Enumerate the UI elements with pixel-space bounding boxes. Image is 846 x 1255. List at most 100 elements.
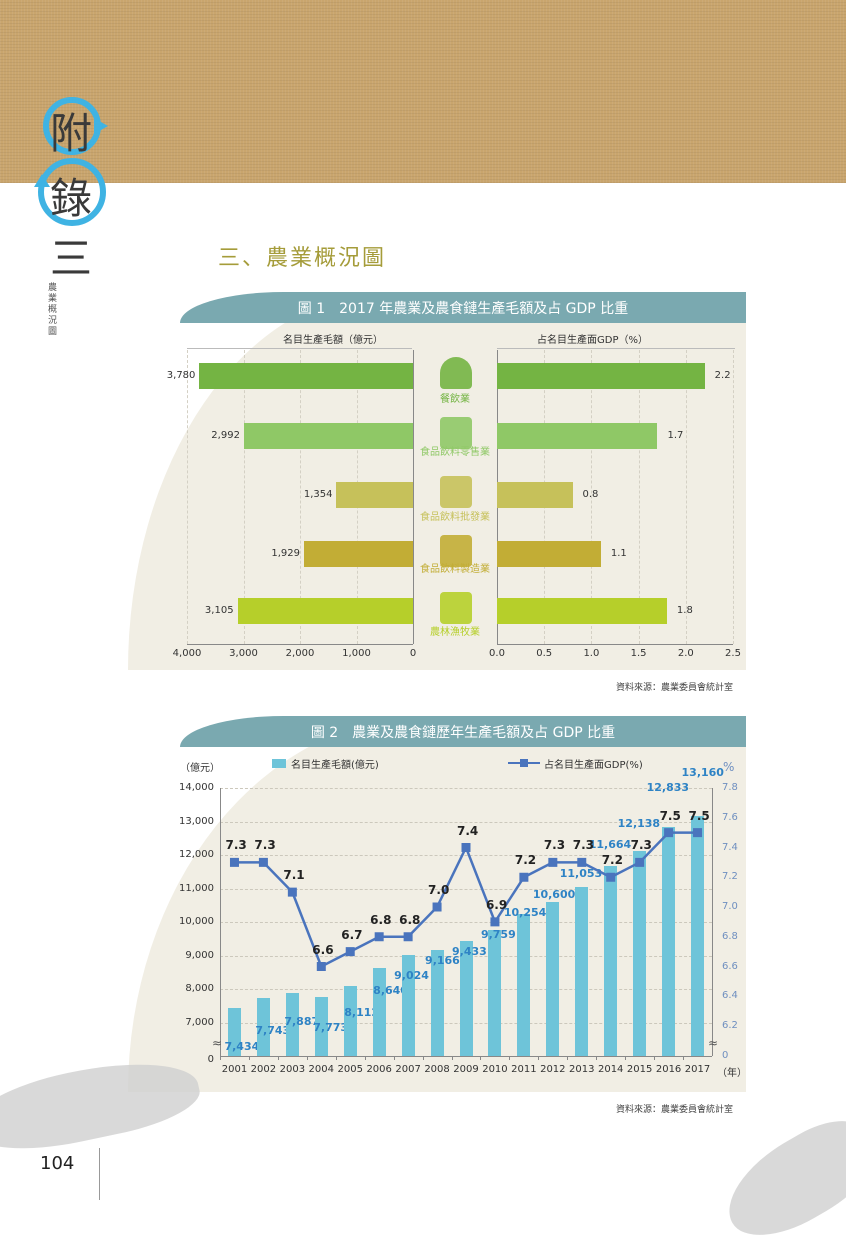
x-tick-year: 2009	[453, 1064, 479, 1075]
grid-line	[733, 350, 734, 644]
axis-break-mark-left: ≈	[212, 1036, 223, 1050]
gdp-share-bar	[497, 482, 573, 508]
right-x-tick: 2.5	[725, 648, 741, 659]
gross-output-value: 10,254	[503, 905, 547, 919]
x-tick-mark	[364, 1056, 366, 1060]
gdp-share-bar	[497, 423, 658, 449]
x-tick-mark	[625, 1056, 627, 1060]
x-tick-year: 2016	[655, 1064, 682, 1075]
left-y-tick: 11,000	[179, 882, 214, 894]
legend-line-label: 占名目生產面GDP(%)	[544, 760, 643, 771]
x-tick-year: 2012	[540, 1064, 566, 1075]
gross-output-value: 8,640	[373, 983, 408, 997]
figure2-title-bar: 圖 2 農業及農食鏈歷年生產毛額及占 GDP 比重	[180, 716, 746, 747]
grid-line	[220, 922, 712, 924]
right-x-tick: 0.5	[536, 648, 553, 659]
left-zero-axis	[413, 350, 414, 644]
gross-output-value: 10,600	[532, 888, 576, 902]
left-y-tick: 0	[207, 1054, 214, 1065]
gross-output-value: 9,759	[480, 928, 516, 942]
gross-output-value: 2,992	[211, 430, 240, 441]
figure1-right-axis-title: 占名目生產面GDP（%）	[537, 335, 648, 346]
x-tick-mark	[509, 1056, 511, 1060]
gdp-share-marker	[316, 962, 326, 971]
x-tick-year: 2005	[337, 1064, 363, 1075]
gross-output-bar	[401, 955, 415, 1056]
x-tick-mark	[451, 1056, 453, 1060]
x-tick-mark	[220, 1056, 221, 1060]
gdp-share-marker	[432, 902, 442, 912]
gdp-share-value: 7.3	[572, 838, 595, 853]
right-y-tick: 6.2	[722, 1020, 738, 1031]
figure1-title-bar: 圖 1 2017 年農業及農食鏈生產毛額及占 GDP 比重	[180, 292, 746, 323]
gdp-share-value: 6.6	[312, 942, 334, 957]
gross-output-bar	[243, 423, 413, 449]
left-y-tick: 8,000	[185, 983, 214, 995]
left-x-tick: 4,000	[172, 648, 202, 659]
x-tick-year: 2013	[569, 1064, 595, 1075]
grid-line	[220, 788, 712, 789]
gdp-share-marker	[664, 828, 674, 838]
page-number-rule	[99, 1148, 100, 1200]
left-y-tick: 14,000	[179, 782, 214, 793]
left-x-tick: 2,000	[285, 648, 315, 659]
gdp-share-value: 1.1	[610, 548, 627, 559]
gdp-share-value: 7.3	[630, 838, 652, 853]
grid-line	[243, 350, 245, 644]
factory-icon	[440, 535, 472, 567]
left-x-tick: 0	[409, 648, 417, 659]
right-x-tick: 2.0	[677, 648, 694, 659]
gross-output-bar	[372, 967, 386, 1056]
gross-output-value: 1,929	[271, 548, 300, 559]
gross-output-value: 1,354	[303, 489, 333, 500]
figure2-right-unit: %	[723, 760, 735, 774]
gross-output-value: 12,833	[646, 781, 690, 795]
right-x-tick: 1.5	[630, 648, 647, 659]
right-x-tick: 1.0	[583, 648, 600, 659]
gdp-share-marker	[229, 857, 239, 867]
gross-output-bar	[336, 482, 413, 508]
x-tick-year: 2007	[395, 1064, 421, 1075]
category-label: 食品飲料零售業	[420, 447, 490, 458]
right-y-tick: 7.2	[722, 871, 738, 883]
gross-output-value: 7,434	[224, 1040, 260, 1054]
gdp-share-value: 7.4	[457, 823, 479, 838]
x-tick-mark	[683, 1056, 685, 1060]
right-y-tick: 7.0	[722, 901, 738, 912]
right-y-tick: 6.8	[722, 930, 738, 942]
grid-line	[220, 888, 712, 890]
legend-line-swatch-icon	[508, 759, 540, 767]
right-y-tick: 7.4	[722, 841, 738, 853]
gross-output-bar	[633, 850, 647, 1056]
gdp-share-value: 6.9	[485, 897, 508, 912]
x-tick-year: 2008	[424, 1064, 450, 1075]
left-x-tick: 1,000	[342, 648, 371, 659]
section-title: 三、農業概況圖	[218, 246, 387, 271]
x-tick-year: 2002	[250, 1064, 277, 1075]
figure2-left-unit: （億元）	[180, 763, 220, 774]
figure1-source: 資料來源：農業委員會統計室	[616, 683, 734, 693]
storefront-icon	[440, 476, 472, 508]
gross-output-value: 7,887	[284, 1015, 320, 1029]
x-tick-mark	[596, 1056, 598, 1060]
right-y-tick: 0	[722, 1050, 729, 1061]
gross-output-value: 7,743	[255, 1024, 291, 1038]
gross-output-bar	[430, 950, 444, 1056]
grid-line	[220, 821, 712, 823]
grid-line	[187, 350, 188, 644]
gdp-share-line	[229, 828, 703, 971]
left-y-tick: 9,000	[185, 949, 214, 961]
gdp-share-marker	[519, 872, 529, 882]
gdp-share-bar	[497, 541, 601, 567]
gdp-share-value: 7.3	[543, 838, 566, 853]
x-tick-mark	[277, 1056, 279, 1060]
legend-bar-swatch	[272, 759, 286, 768]
gross-output-bar	[459, 941, 473, 1056]
left-x-axis	[187, 644, 413, 645]
figure1-left-top-rule	[187, 348, 412, 349]
gross-output-value: 12,138	[617, 816, 661, 830]
right-y-tick: 6.4	[722, 990, 738, 1002]
gross-output-bar	[517, 913, 531, 1056]
gross-output-bar	[691, 816, 705, 1056]
gdp-share-value: 7.5	[688, 808, 710, 823]
